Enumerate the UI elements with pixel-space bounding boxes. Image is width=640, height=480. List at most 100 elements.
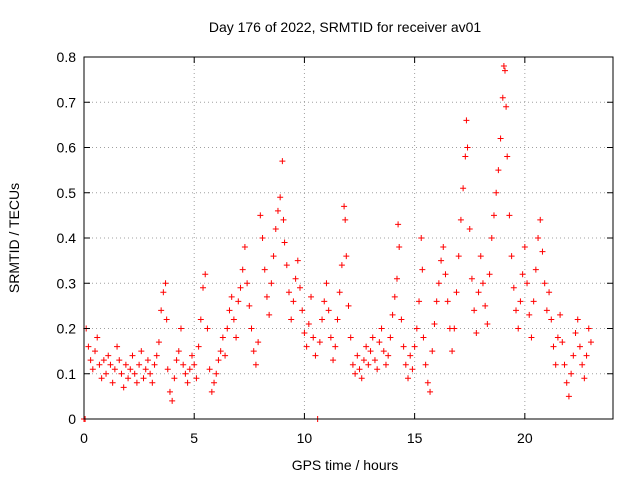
data-point <box>380 348 387 355</box>
data-point <box>391 293 398 300</box>
y-tick-labels: 0 0.1 0.2 0.3 0.4 0.5 0.6 0.7 0.8 <box>57 49 77 427</box>
data-point <box>257 212 264 219</box>
x-tick-label: 20 <box>517 430 533 446</box>
data-point <box>213 370 220 377</box>
data-point <box>116 357 123 364</box>
data-point <box>354 352 361 359</box>
data-point <box>524 280 531 287</box>
data-point <box>387 334 394 341</box>
data-point <box>195 343 202 350</box>
data-point <box>211 379 218 386</box>
data-point <box>288 316 295 323</box>
data-point <box>217 348 224 355</box>
data-point <box>416 298 423 305</box>
data-point <box>277 194 284 201</box>
data-point <box>343 253 350 260</box>
data-point <box>419 266 426 273</box>
data-point <box>418 235 425 241</box>
data-point <box>440 244 447 251</box>
data-point <box>358 375 365 382</box>
data-point <box>280 216 287 223</box>
data-point <box>455 253 462 260</box>
data-point <box>424 379 431 386</box>
data-point <box>100 357 107 364</box>
data-point <box>312 352 319 359</box>
data-point <box>500 63 507 70</box>
data-point <box>224 325 231 332</box>
data-point <box>226 307 233 314</box>
data-point <box>92 348 99 355</box>
data-point <box>442 271 449 278</box>
data-point <box>305 320 312 327</box>
data-point <box>451 325 458 332</box>
x-tick-label: 15 <box>407 430 423 446</box>
data-point <box>279 158 286 165</box>
data-point <box>453 289 460 296</box>
data-point <box>147 370 154 377</box>
data-point <box>521 244 528 251</box>
y-tick-label: 0.4 <box>57 230 77 246</box>
data-point <box>389 311 396 318</box>
data-point <box>219 334 226 341</box>
data-point <box>409 366 416 373</box>
data-point <box>411 343 418 350</box>
data-point <box>539 248 546 255</box>
grid-lines <box>84 57 613 419</box>
data-point <box>473 330 480 337</box>
data-point <box>565 393 572 400</box>
data-point <box>457 216 464 223</box>
data-point <box>316 339 323 346</box>
data-point <box>499 94 506 101</box>
data-point <box>530 298 537 305</box>
data-point <box>576 343 583 350</box>
data-point <box>435 280 442 287</box>
data-point <box>341 203 348 210</box>
data-point <box>111 366 118 373</box>
data-point <box>477 253 484 260</box>
data-point <box>107 361 114 368</box>
data-point <box>230 316 237 323</box>
data-point <box>479 280 486 287</box>
data-point <box>398 316 405 323</box>
data-point <box>583 352 590 359</box>
data-point <box>385 352 392 359</box>
data-point <box>131 370 138 377</box>
data-point <box>422 361 429 368</box>
data-point <box>109 379 116 386</box>
data-point <box>568 370 575 377</box>
data-point <box>466 225 473 232</box>
data-point <box>367 348 374 355</box>
data-point <box>557 311 564 318</box>
x-axis-label: GPS time / hours <box>292 457 399 473</box>
data-point <box>532 266 539 273</box>
data-point <box>303 343 310 350</box>
data-point <box>283 262 290 269</box>
data-point <box>155 339 162 346</box>
x-tick-labels: 0 5 10 15 20 <box>80 430 533 446</box>
data-point <box>490 212 497 219</box>
data-point <box>393 275 400 282</box>
data-point <box>308 293 315 300</box>
data-point <box>336 289 343 296</box>
data-point <box>171 375 178 382</box>
data-point <box>301 330 308 337</box>
data-point <box>319 316 326 323</box>
data-point <box>160 289 167 296</box>
data-point <box>546 289 553 296</box>
data-point <box>292 275 299 282</box>
data-point <box>173 357 180 364</box>
data-point <box>486 271 493 278</box>
data-point <box>85 343 92 350</box>
data-point <box>261 266 268 273</box>
data-point <box>495 167 502 174</box>
data-point <box>550 343 557 350</box>
data-point <box>263 293 270 300</box>
data-point <box>96 361 103 368</box>
data-point <box>552 361 559 368</box>
data-point <box>382 361 389 368</box>
data-point <box>151 361 158 368</box>
data-point <box>427 388 434 395</box>
data-point <box>237 284 244 291</box>
data-point <box>268 280 275 287</box>
